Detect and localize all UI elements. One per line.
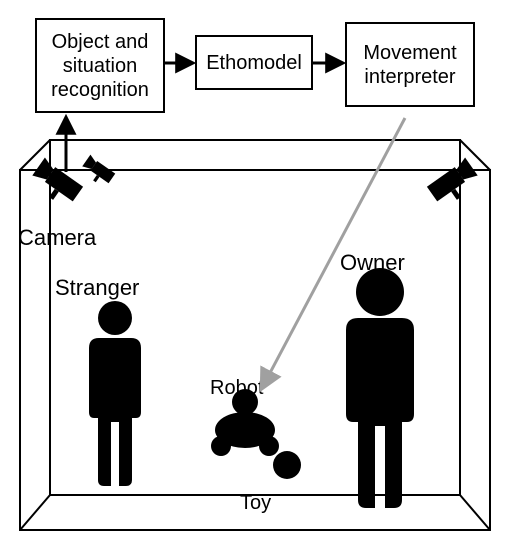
owner-icon — [346, 268, 414, 508]
label-camera: Camera — [18, 225, 96, 251]
label-stranger: Stranger — [55, 275, 139, 301]
box-ethomodel: Ethomodel — [195, 35, 313, 90]
label-robot: Robot — [210, 377, 263, 400]
box-recognition-label: Object andsituationrecognition — [51, 30, 149, 102]
camera-left-icon — [28, 158, 85, 210]
box-interpreter: Movementinterpreter — [345, 22, 475, 107]
room-box — [20, 140, 490, 530]
label-owner: Owner — [340, 250, 405, 276]
diagram-stage: Object andsituationrecognition Ethomodel… — [0, 0, 510, 550]
box-ethomodel-label: Ethomodel — [206, 51, 302, 75]
camera-right-icon — [426, 158, 483, 210]
box-recognition: Object andsituationrecognition — [35, 18, 165, 113]
stranger-icon — [89, 301, 141, 486]
camera-left-small-icon — [79, 155, 116, 189]
box-interpreter-label: Movementinterpreter — [363, 41, 456, 89]
toy-icon — [273, 451, 301, 479]
label-toy: Toy — [240, 492, 271, 515]
